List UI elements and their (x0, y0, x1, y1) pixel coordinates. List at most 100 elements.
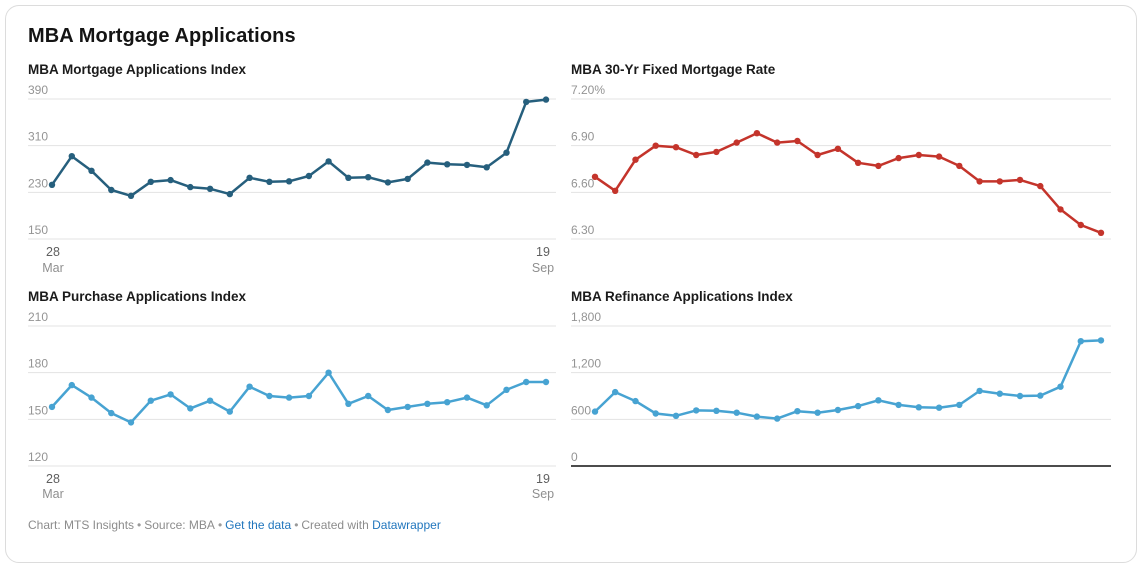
y-tick-label: 1,200 (571, 356, 601, 370)
data-point (226, 408, 233, 415)
x-axis-end-label: 19 Sep (524, 245, 562, 279)
data-point (1037, 182, 1044, 190)
data-point (68, 381, 75, 389)
chart-composite-index: MBA Mortgage Applications Index 390 310 23… (28, 62, 556, 279)
data-point (285, 394, 293, 401)
y-tick-label: 7.20% (571, 83, 605, 97)
x-axis-start-day: 28 (46, 244, 60, 259)
x-axis-end-month: Sep (531, 487, 555, 502)
y-tick-label: 6.90 (571, 130, 595, 144)
data-point (68, 152, 75, 160)
data-point (915, 151, 922, 159)
data-point (935, 153, 943, 160)
data-point (246, 174, 253, 181)
data-point (404, 175, 411, 182)
data-point (325, 158, 332, 165)
data-point (976, 387, 983, 394)
data-point (1077, 221, 1084, 229)
chart-refinance-index: MBA Refinance Applications Index 1,800 1,… (571, 289, 1111, 506)
data-point (591, 408, 599, 415)
footer-separator: • (217, 517, 223, 532)
data-point (305, 392, 313, 399)
footer-separator: • (137, 517, 142, 532)
data-point (774, 139, 781, 146)
data-point (483, 401, 490, 409)
data-point (632, 156, 639, 163)
data-point (713, 407, 720, 414)
data-point (834, 145, 842, 152)
get-the-data-link[interactable]: Get the data (225, 517, 292, 532)
data-point (48, 181, 56, 188)
x-axis-start-day: 28 (46, 471, 60, 486)
data-point (503, 386, 510, 393)
data-point (915, 403, 922, 411)
data-point (753, 413, 761, 420)
data-line (50, 98, 548, 197)
data-point (976, 178, 983, 185)
data-point (147, 397, 154, 404)
chart-title-rate: MBA 30-Yr Fixed Mortgage Rate (571, 62, 776, 77)
data-point (996, 390, 1003, 397)
data-point (1057, 383, 1064, 390)
chart-purchase-index: MBA Purchase Applications Index 210 180 15… (28, 289, 556, 506)
data-point (612, 388, 619, 396)
data-point (854, 159, 862, 166)
data-point (1016, 176, 1024, 183)
chart-plot-composite: 390 310 230 150 (28, 83, 556, 240)
chart-plot-rate: 7.20% 6.90 6.60 6.30 (571, 83, 1111, 240)
data-point (956, 401, 963, 408)
data-point (463, 394, 471, 401)
data-point (1097, 336, 1105, 344)
data-point (591, 173, 599, 180)
chart-plot-refinance: 1,800 1,200 600 0 (571, 310, 1111, 467)
data-point (693, 151, 700, 159)
x-axis-start-label: 28 Mar (34, 245, 72, 279)
y-tick-label: 6.60 (571, 176, 595, 190)
data-point (612, 187, 619, 194)
y-tick-label: 6.30 (571, 223, 595, 237)
data-point (305, 172, 313, 180)
data-point (108, 186, 115, 194)
datawrapper-link[interactable]: Datawrapper (372, 517, 441, 532)
y-tick-label: 310 (28, 130, 48, 144)
y-tick-label: 390 (28, 83, 48, 97)
data-line (593, 338, 1103, 420)
footer: Chart: MTS Insights • Source: MBA • Get the … (28, 518, 1114, 532)
data-point (672, 412, 680, 419)
data-point (935, 404, 943, 411)
data-point (652, 410, 659, 417)
footer-created-with: Created with (301, 517, 369, 532)
x-axis-purchase: 28 Mar 19 Sep (28, 472, 556, 506)
y-tick-label: 180 (28, 356, 48, 370)
data-point (206, 397, 214, 404)
data-point (108, 409, 115, 417)
x-axis-end-label: 19 Sep (524, 472, 562, 506)
data-point (463, 161, 471, 168)
data-point (1097, 229, 1105, 236)
data-point (672, 143, 680, 151)
data-point (483, 163, 490, 171)
data-point (956, 162, 963, 169)
data-point (542, 96, 550, 103)
chart-title-purchase: MBA Purchase Applications Index (28, 288, 247, 304)
data-point (345, 174, 352, 181)
data-point (854, 402, 862, 410)
data-point (713, 148, 720, 155)
data-point (542, 378, 550, 385)
x-axis-end-month: Sep (531, 260, 555, 275)
data-point (523, 98, 530, 105)
data-line (50, 371, 548, 424)
footer-separator: • (294, 517, 299, 532)
y-tick-label: 0 (571, 450, 578, 464)
data-point (345, 400, 352, 407)
data-point (424, 159, 431, 166)
data-point (895, 401, 902, 408)
data-point (365, 392, 372, 399)
x-axis-start-label: 28 Mar (34, 472, 72, 506)
page-title: MBA Mortgage Applications (28, 25, 296, 47)
chart-title-refinance: MBA Refinance Applications Index (571, 288, 793, 304)
footer-source: Source: MBA (144, 517, 215, 532)
y-tick-label: 120 (28, 450, 48, 464)
data-point (187, 183, 194, 191)
data-point (266, 178, 273, 185)
